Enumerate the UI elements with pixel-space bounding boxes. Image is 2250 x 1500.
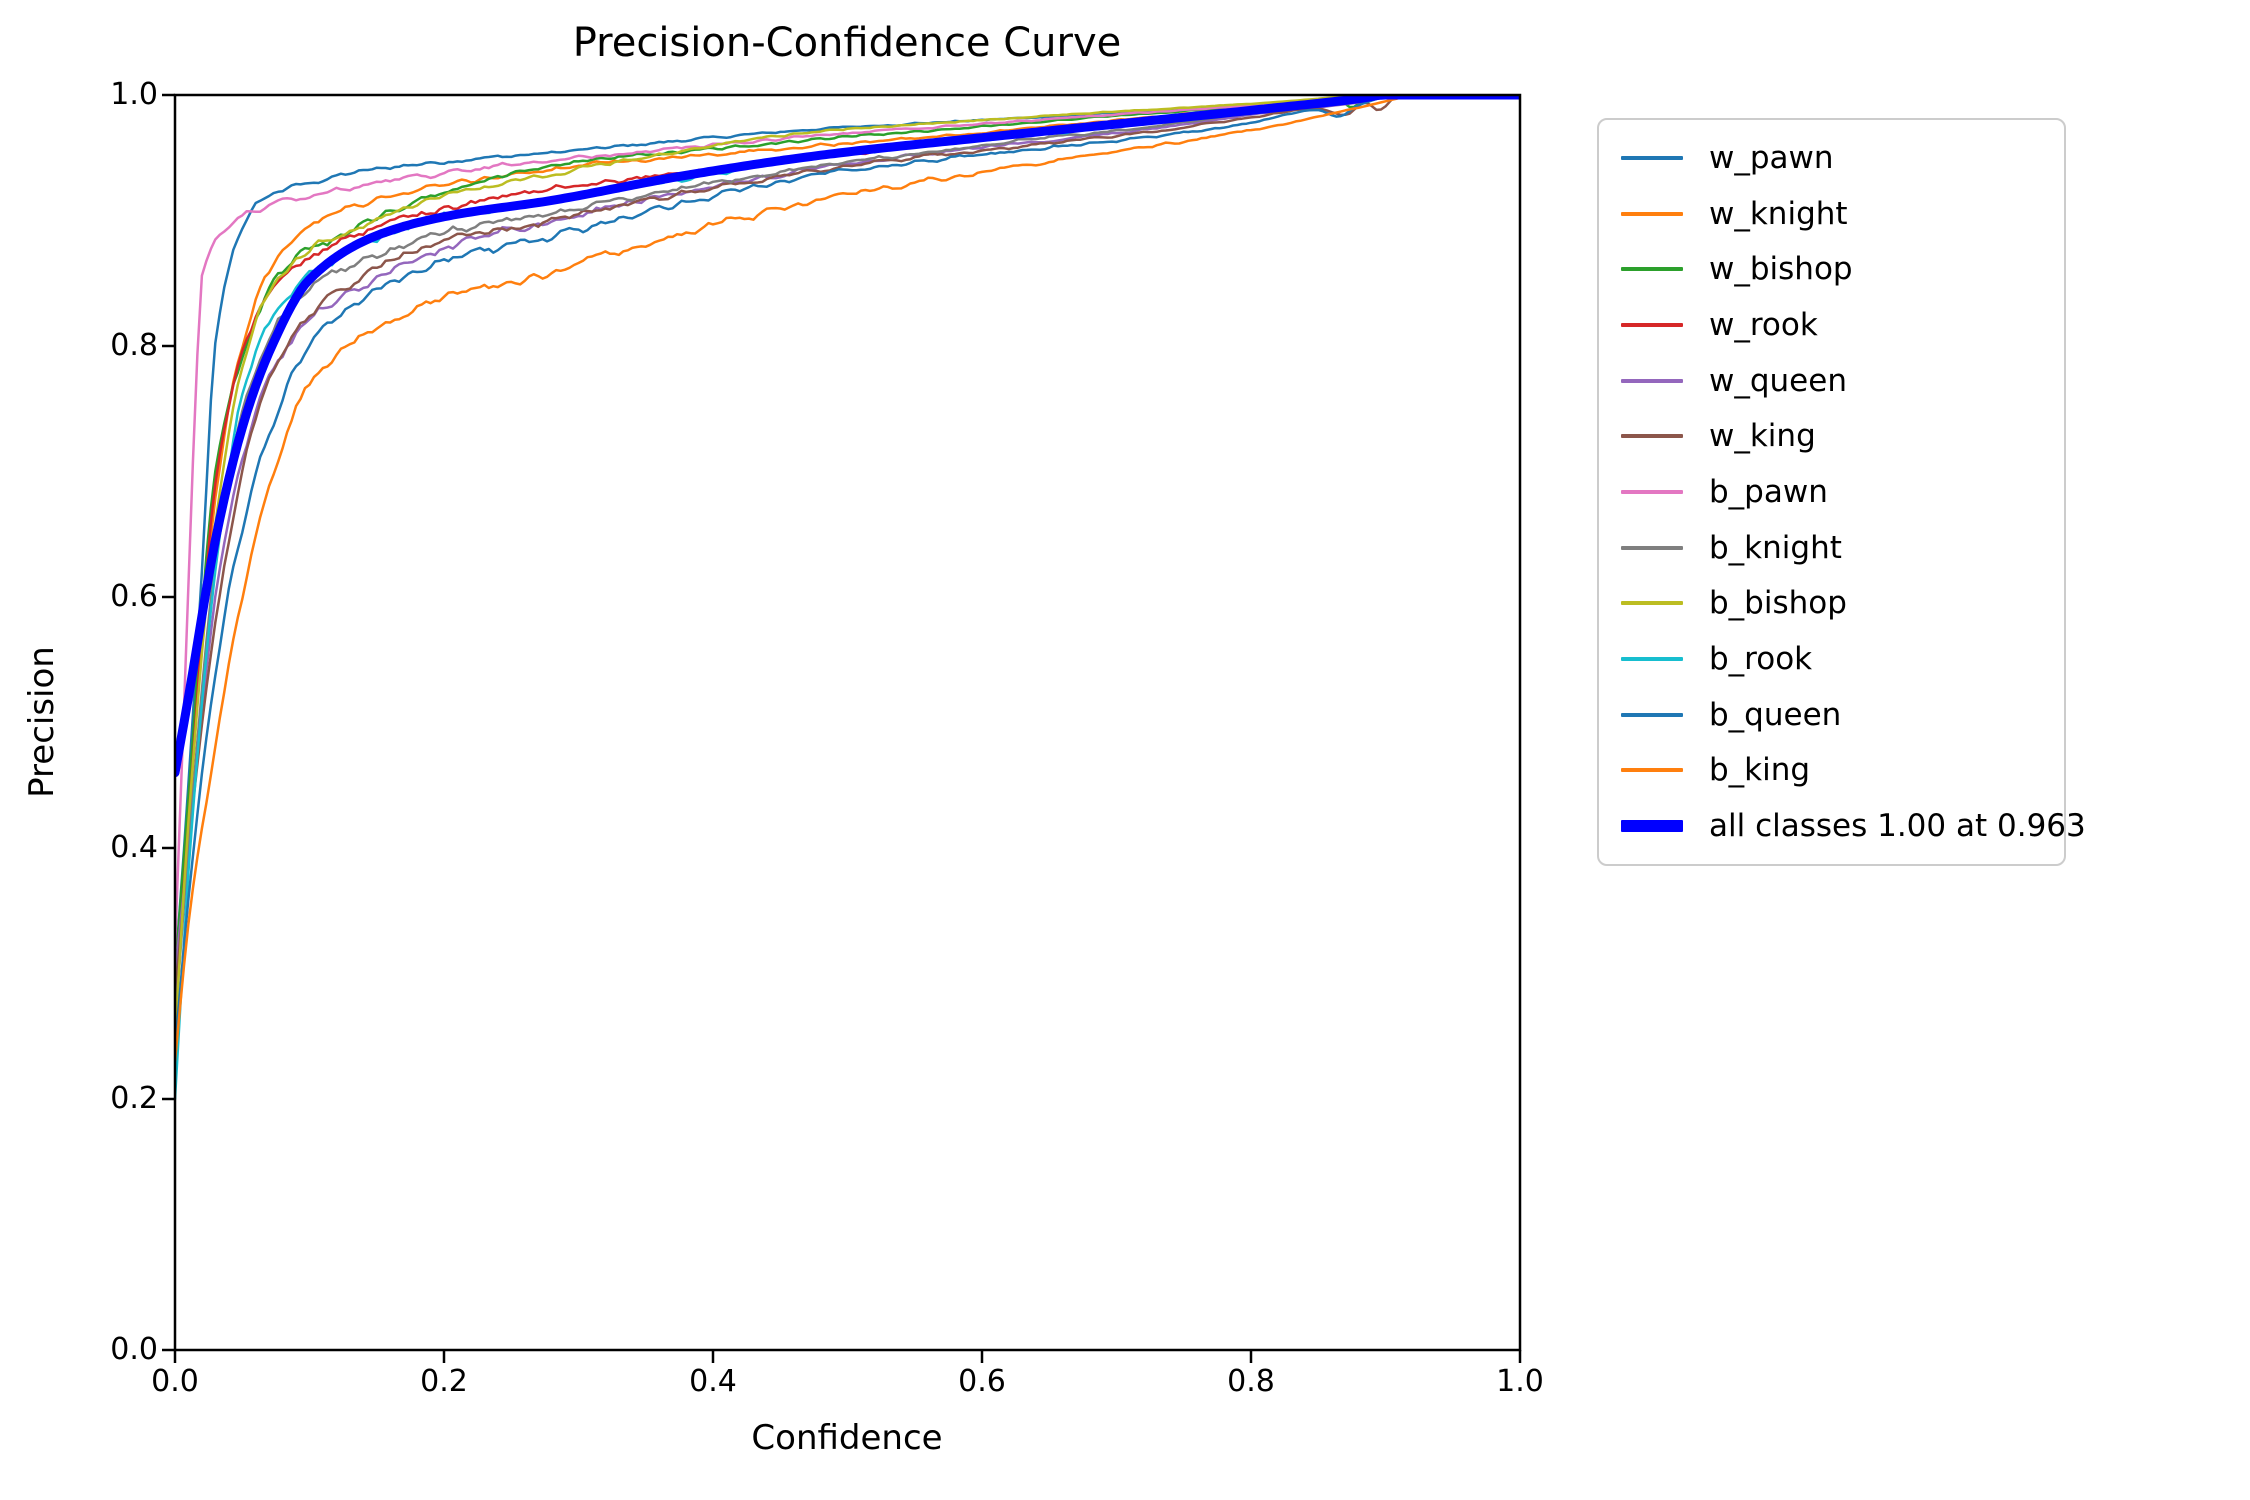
x-tick-label-0.8: 0.8 (1227, 1364, 1275, 1399)
legend-label-b_pawn: b_pawn (1709, 473, 1828, 510)
y-tick-label-0.4: 0.4 (110, 830, 158, 865)
legend-swatch-w_knight (1621, 211, 1683, 216)
legend-item-b_bishop: b_bishop (1599, 576, 2064, 632)
legend-label-all_classes: all classes 1.00 at 0.963 (1709, 808, 2086, 845)
series-line-all_classes (175, 95, 1520, 778)
legend-label-b_bishop: b_bishop (1709, 585, 1847, 622)
legend-label-w_rook: w_rook (1709, 306, 1818, 343)
legend-swatch-b_queen (1621, 712, 1683, 717)
series-line-b_king (175, 95, 1520, 1063)
legend-label-b_knight: b_knight (1709, 529, 1842, 566)
legend-label-b_queen: b_queen (1709, 696, 1842, 733)
legend-item-w_knight: w_knight (1599, 186, 2064, 242)
legend-swatch-w_bishop (1621, 267, 1683, 272)
legend-swatch-b_knight (1621, 545, 1683, 550)
x-tick-label-0.0: 0.0 (151, 1364, 199, 1399)
y-axis-label: Precision (22, 646, 62, 798)
y-tick-label-0.2: 0.2 (110, 1081, 158, 1116)
legend-label-w_king: w_king (1709, 418, 1816, 455)
y-tick-label-0.8: 0.8 (110, 328, 158, 363)
legend-swatch-w_pawn (1621, 155, 1683, 160)
legend-label-w_queen: w_queen (1709, 362, 1847, 399)
legend-swatch-b_pawn (1621, 489, 1683, 494)
legend-swatch-w_rook (1621, 322, 1683, 327)
legend-item-b_queen: b_queen (1599, 687, 2064, 743)
series-line-b_bishop (175, 95, 1520, 1038)
x-axis-label: Confidence (751, 1418, 943, 1458)
legend-swatch-all_classes (1621, 820, 1683, 833)
legend-item-b_knight: b_knight (1599, 520, 2064, 576)
x-tick-label-0.4: 0.4 (689, 1364, 737, 1399)
y-tick-label-0.6: 0.6 (110, 579, 158, 614)
x-tick-label-0.6: 0.6 (958, 1364, 1006, 1399)
legend-item-b_king: b_king (1599, 743, 2064, 799)
legend-item-w_queen: w_queen (1599, 353, 2064, 409)
legend-item-w_rook: w_rook (1599, 297, 2064, 353)
series-line-b_pawn (175, 95, 1520, 950)
legend-label-b_rook: b_rook (1709, 641, 1813, 678)
legend-swatch-b_king (1621, 768, 1683, 773)
curves-layer (175, 95, 1520, 1101)
legend-label-w_bishop: w_bishop (1709, 251, 1853, 288)
axes-frame (173, 93, 1522, 1352)
legend-label-w_knight: w_knight (1709, 195, 1848, 232)
legend-label-b_king: b_king (1709, 752, 1811, 789)
legend-item-w_pawn: w_pawn (1599, 130, 2064, 186)
legend-swatch-b_bishop (1621, 601, 1683, 606)
series-line-w_knight (175, 95, 1520, 1000)
x-tick-label-1.0: 1.0 (1496, 1364, 1544, 1399)
series-line-w_king (175, 95, 1520, 1000)
y-tick-label-0.0: 0.0 (110, 1332, 158, 1367)
legend-item-w_bishop: w_bishop (1599, 241, 2064, 297)
series-line-b_rook (175, 95, 1520, 1101)
x-tick-label-0.2: 0.2 (420, 1364, 468, 1399)
legend-item-b_rook: b_rook (1599, 631, 2064, 687)
legend-item-all_classes: all classes 1.00 at 0.963 (1599, 798, 2086, 854)
series-line-b_queen (175, 95, 1520, 1051)
legend-label-w_pawn: w_pawn (1709, 139, 1834, 176)
legend-swatch-b_rook (1621, 657, 1683, 662)
chart-title: Precision-Confidence Curve (572, 20, 1122, 66)
legend-swatch-w_king (1621, 434, 1683, 439)
legend-item-w_king: w_king (1599, 408, 2064, 464)
y-tick-label-1.0: 1.0 (110, 77, 158, 112)
legend-item-b_pawn: b_pawn (1599, 464, 2064, 520)
legend-box: w_pawn w_knight w_bishop w_rook w_queen w_kin… (1597, 118, 2086, 866)
legend-swatch-w_queen (1621, 378, 1683, 383)
